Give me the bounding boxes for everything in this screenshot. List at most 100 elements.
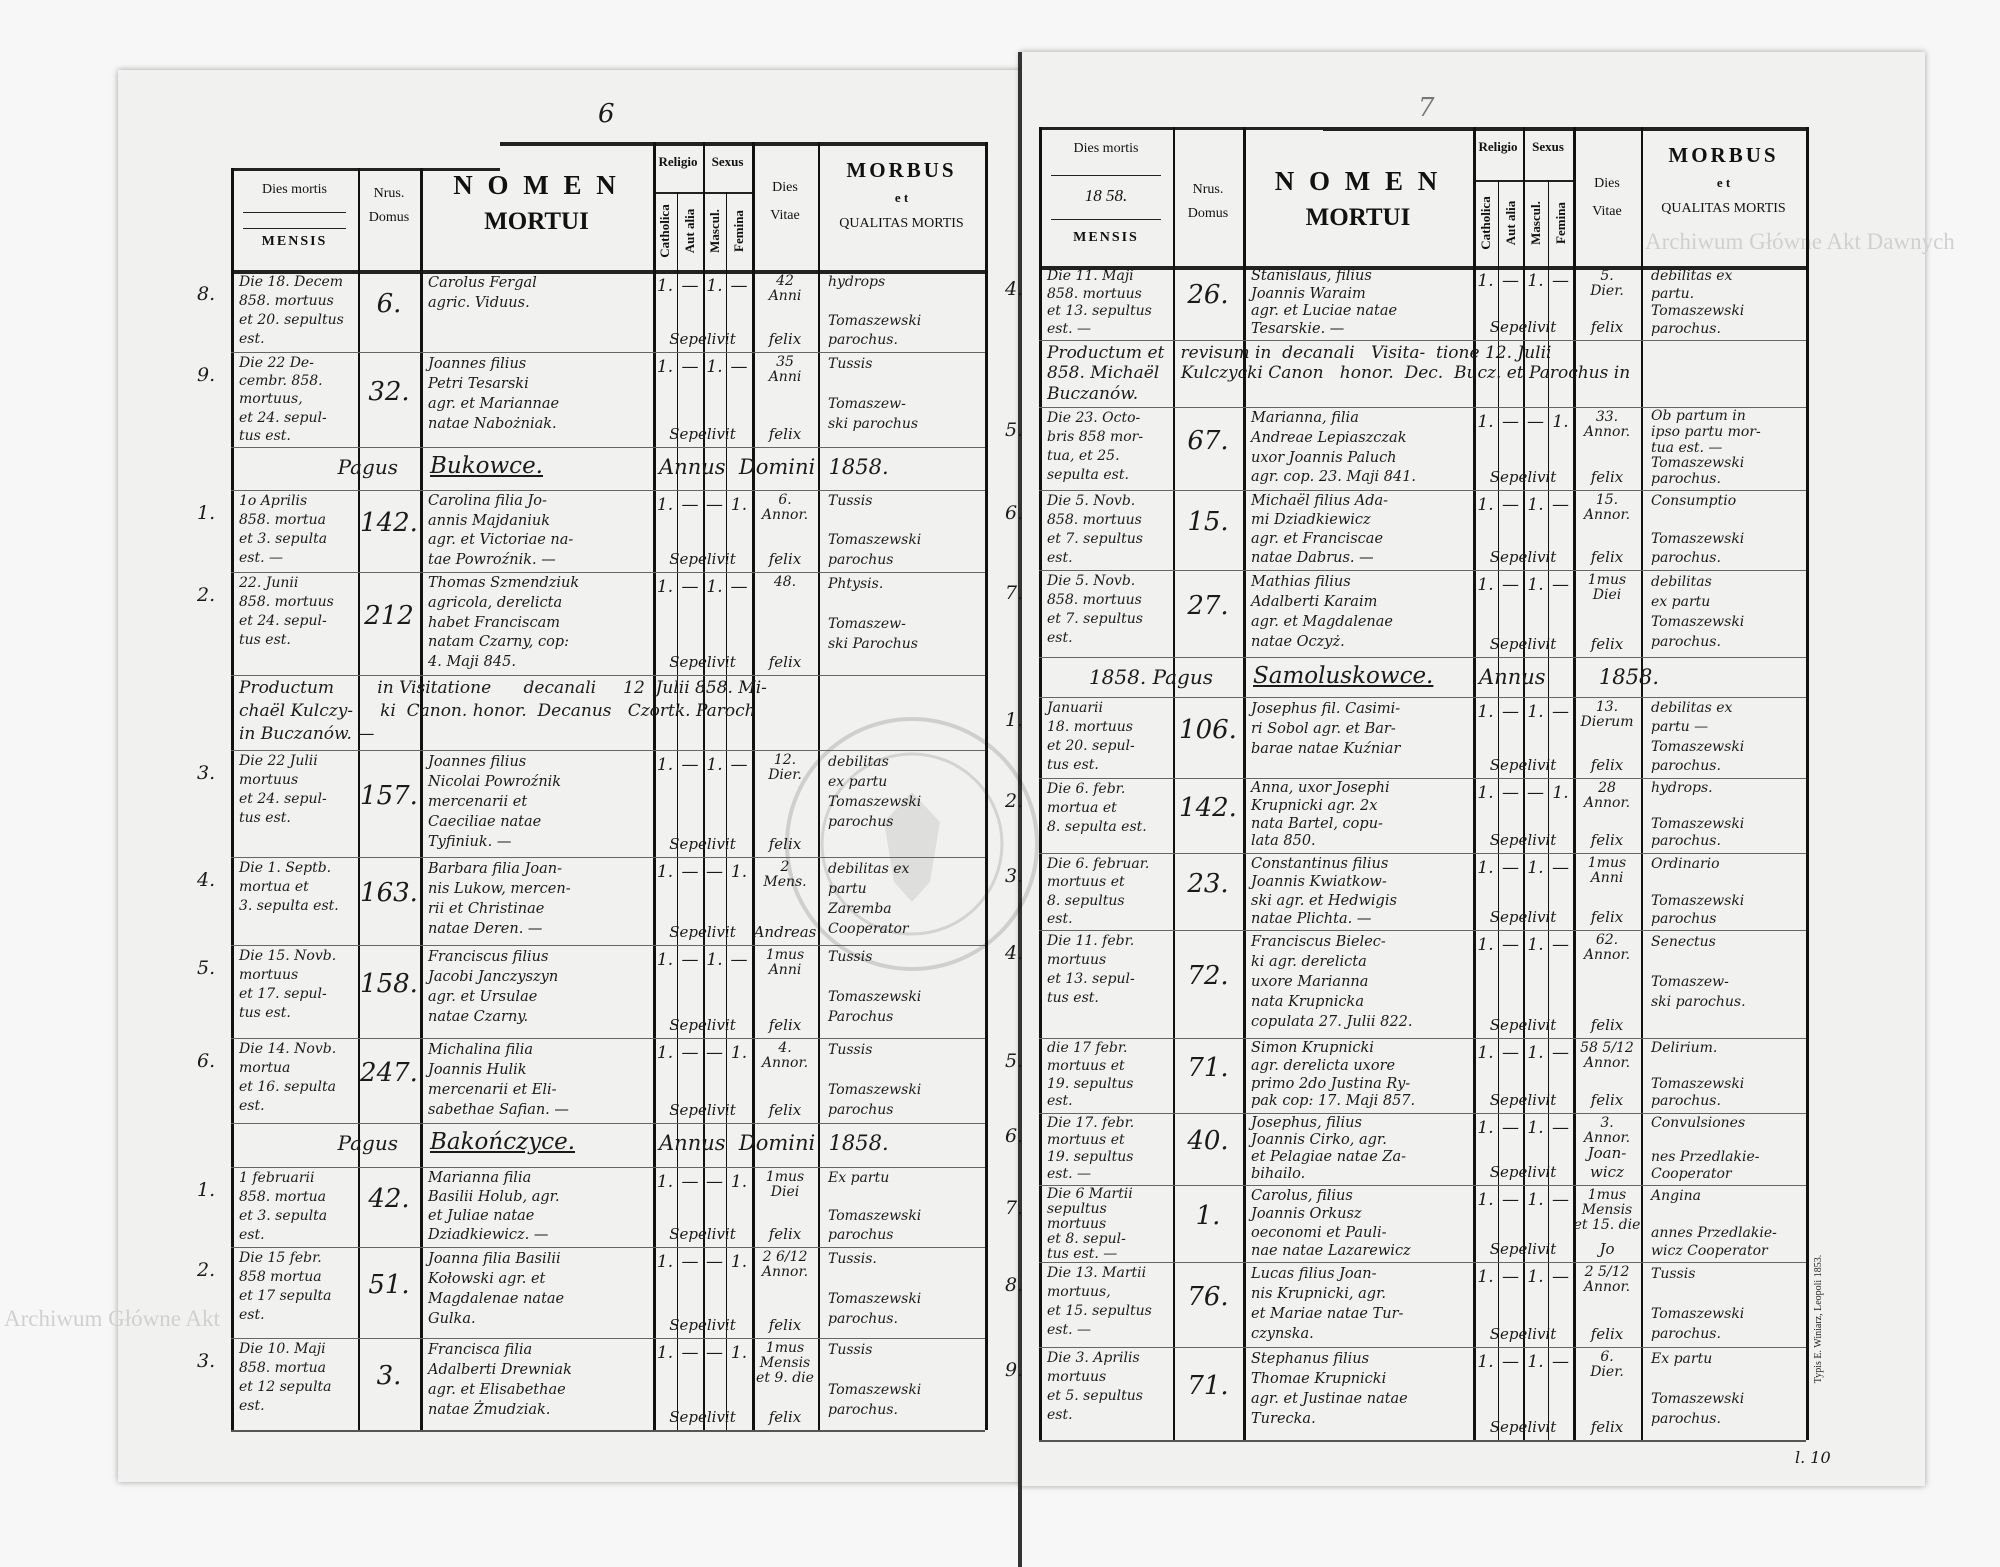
masc-mark: — [706, 1172, 723, 1192]
sepelivit-text: Sepelivit [669, 1101, 736, 1119]
header-morbus: MORBUS [1668, 143, 1779, 167]
felix-text: felix [768, 1101, 802, 1119]
left-column-line [653, 142, 656, 1430]
masc-mark: 1. [706, 357, 723, 377]
sepelivit-text: Sepelivit [1489, 1163, 1557, 1181]
entry-number: 1. [197, 1179, 216, 1201]
fem-mark: — [1552, 858, 1569, 878]
sepelivit-text: Sepelivit [1489, 756, 1557, 774]
masc-mark: 1. [706, 577, 723, 597]
entry-number: 5. [1005, 419, 1024, 441]
felix-text: felix [768, 550, 802, 568]
header-morbus: MORBUS [846, 158, 957, 182]
cath-mark: 1. [1477, 1267, 1494, 1287]
house-number-cell: 23. [1187, 868, 1229, 899]
alia-mark: — [1502, 1043, 1519, 1063]
alia-mark: — [681, 357, 699, 377]
left-row-divider [231, 945, 985, 946]
left-dies-sep-1 [243, 212, 346, 213]
age-cell: 1mus Diei [1587, 572, 1627, 603]
death-date-cell: Die 6 Martii sepultus mortuus et 8. sepu… [1047, 1186, 1133, 1262]
disease-cell: Consumptio Tomaszewski parochus. [1651, 493, 1745, 566]
death-date-cell: 22. Junii 858. mortuus et 24. sepul- tus… [239, 575, 334, 648]
right-row-divider [1039, 1347, 1806, 1348]
disease-cell: Convulsiones nes Przedlakie- Cooperator [1651, 1115, 1760, 1182]
right-row-divider [1039, 407, 1806, 408]
entry-number: 4. [197, 869, 216, 891]
felix-text: felix [768, 835, 802, 853]
alia-mark: — [1502, 495, 1519, 515]
pagus-label: 1858. Pagus [1088, 665, 1213, 689]
header-femina: Femina [731, 210, 746, 252]
house-number-cell: 142. [1179, 792, 1237, 823]
sepelivit-text: Sepelivit [1489, 1016, 1557, 1034]
sepelivit-text: Sepelivit [1489, 318, 1557, 336]
right-row-divider [1039, 570, 1806, 571]
age-cell: 58 5/12 Annor. [1580, 1040, 1634, 1071]
sepelivit-text: Sepelivit [1489, 635, 1557, 653]
disease-cell: debilitas ex partu. Tomaszewski parochus… [1651, 268, 1745, 337]
fem-mark: — [730, 950, 748, 970]
right-row-divider [1039, 853, 1806, 854]
header-year: 18 58. [1084, 186, 1128, 205]
name-cell: Joannes filius Nicolai Powroźnik mercena… [428, 754, 562, 850]
age-cell: 2 5/12 Annor. [1583, 1264, 1631, 1295]
header-catholica: Catholica [1477, 196, 1493, 250]
sepelivit-text: Sepelivit [1489, 831, 1557, 849]
disease-cell: Tussis. Tomaszewski parochus. [828, 1251, 922, 1327]
death-date-cell: Die 14. Novb. mortua et 16. sepulta est. [239, 1041, 337, 1114]
house-number-cell: 157. [360, 780, 418, 811]
felix-text: felix [1590, 1325, 1624, 1343]
pagus-label: Pagus [337, 455, 398, 479]
alia-mark: — [1502, 1267, 1519, 1287]
sepelivit-text: Sepelivit [1489, 1240, 1557, 1258]
fem-mark: — [1552, 1352, 1569, 1372]
left-row-divider [231, 1247, 985, 1248]
sepelivit-text: Sepelivit [669, 923, 736, 941]
name-cell: Anna, uxor Josephi Krupnicki agr. 2x nat… [1251, 780, 1390, 850]
alia-mark: — [681, 577, 699, 597]
alia-mark: — [1502, 1352, 1519, 1372]
felix-text: felix [1590, 1091, 1624, 1109]
left-religio-subline [653, 192, 752, 194]
right-sheet [1020, 52, 1925, 1486]
death-date-cell: Die 15 febr. 858 mortua et 17 sepulta es… [239, 1250, 332, 1323]
left-column-line [703, 142, 705, 1430]
fem-mark: — [730, 276, 748, 296]
alia-mark: — [681, 1043, 699, 1063]
left-row-divider [231, 1038, 985, 1039]
death-date-cell: Januarii 18. mortuus et 20. sepul- tus e… [1047, 700, 1135, 773]
cath-mark: 1. [656, 1343, 674, 1363]
name-cell: Constantinus filius Joannis Kwiatkow- sk… [1251, 856, 1397, 927]
felix-text: felix [1590, 635, 1624, 653]
left-header-top-line [500, 142, 987, 146]
age-cell: 5. Dier. [1590, 268, 1624, 299]
alia-mark: — [1502, 858, 1519, 878]
death-date-cell: Die 1. Septb. mortua et 3. sepulta est. [239, 860, 339, 914]
entry-number: 2. [197, 1259, 216, 1281]
fem-mark: — [1552, 1043, 1569, 1063]
masc-mark: 1. [706, 950, 723, 970]
house-number-cell: 106. [1179, 714, 1237, 745]
header-mortui: MORTUI [1305, 204, 1411, 231]
disease-cell: Tussis Tomaszewski parochus. [828, 1342, 922, 1418]
header-nrus: Nrus. [1192, 182, 1224, 197]
right-header-top-line-left [1039, 127, 1323, 130]
house-number-cell: 163. [360, 878, 418, 908]
disease-cell: Tussis Tomaszewski Parochus [828, 949, 922, 1025]
felix-text: felix [1590, 318, 1624, 336]
entry-number: 2. [1005, 790, 1024, 812]
house-number-cell: 212 [364, 600, 414, 631]
header-qualitas-mortis: QUALITAS MORTIS [839, 216, 964, 231]
fem-mark: 1. [730, 1043, 748, 1063]
cath-mark: 1. [656, 1252, 674, 1272]
masc-mark: — [706, 862, 723, 882]
header-religio: Religio [1478, 139, 1518, 154]
header-aut-alia: Aut alia [1502, 200, 1518, 246]
name-cell: Franciscus Bielec- ki agr. derelicta uxo… [1251, 934, 1413, 1030]
alia-mark: — [1502, 1190, 1519, 1210]
masc-mark: 1. [1527, 858, 1544, 878]
house-number-cell: 76. [1187, 1281, 1229, 1312]
age-cell: 62. Annor. [1583, 932, 1631, 963]
fem-mark: — [1552, 1267, 1569, 1287]
